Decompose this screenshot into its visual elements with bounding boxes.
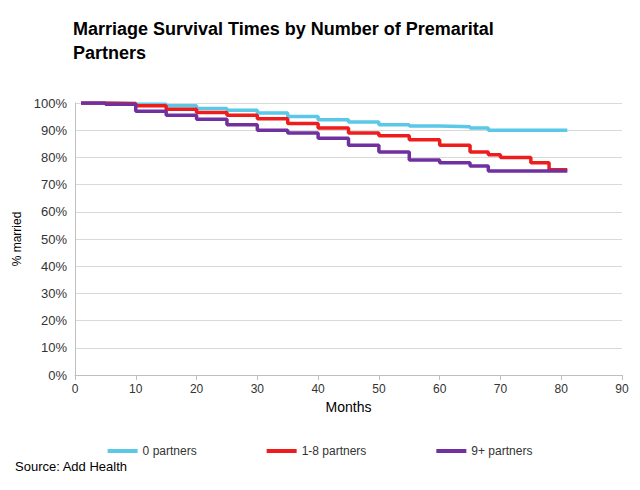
svg-text:70%: 70% <box>41 177 67 192</box>
svg-text:Partners: Partners <box>73 43 146 63</box>
svg-text:% married: % married <box>10 212 24 267</box>
svg-text:0: 0 <box>72 382 79 396</box>
svg-text:Months: Months <box>326 399 372 415</box>
svg-text:100%: 100% <box>34 96 68 111</box>
svg-text:80%: 80% <box>41 150 67 165</box>
svg-text:60: 60 <box>433 382 447 396</box>
svg-text:1-8 partners: 1-8 partners <box>302 444 367 458</box>
svg-text:50%: 50% <box>41 232 67 247</box>
svg-text:70: 70 <box>494 382 508 396</box>
svg-text:0%: 0% <box>48 368 67 383</box>
svg-text:60%: 60% <box>41 204 67 219</box>
svg-text:40%: 40% <box>41 259 67 274</box>
svg-text:80: 80 <box>555 382 569 396</box>
svg-text:40: 40 <box>311 382 325 396</box>
svg-text:50: 50 <box>372 382 386 396</box>
svg-text:10%: 10% <box>41 340 67 355</box>
svg-text:10: 10 <box>129 382 143 396</box>
svg-text:90%: 90% <box>41 123 67 138</box>
svg-text:20%: 20% <box>41 313 67 328</box>
svg-text:Source: Add Health: Source: Add Health <box>15 459 127 474</box>
svg-text:20: 20 <box>190 382 204 396</box>
svg-text:90: 90 <box>615 382 629 396</box>
svg-text:30: 30 <box>251 382 265 396</box>
svg-text:9+ partners: 9+ partners <box>471 444 532 458</box>
svg-text:30%: 30% <box>41 286 67 301</box>
svg-text:0 partners: 0 partners <box>143 444 197 458</box>
svg-text:Marriage Survival Times by Num: Marriage Survival Times by Number of Pre… <box>73 19 499 39</box>
